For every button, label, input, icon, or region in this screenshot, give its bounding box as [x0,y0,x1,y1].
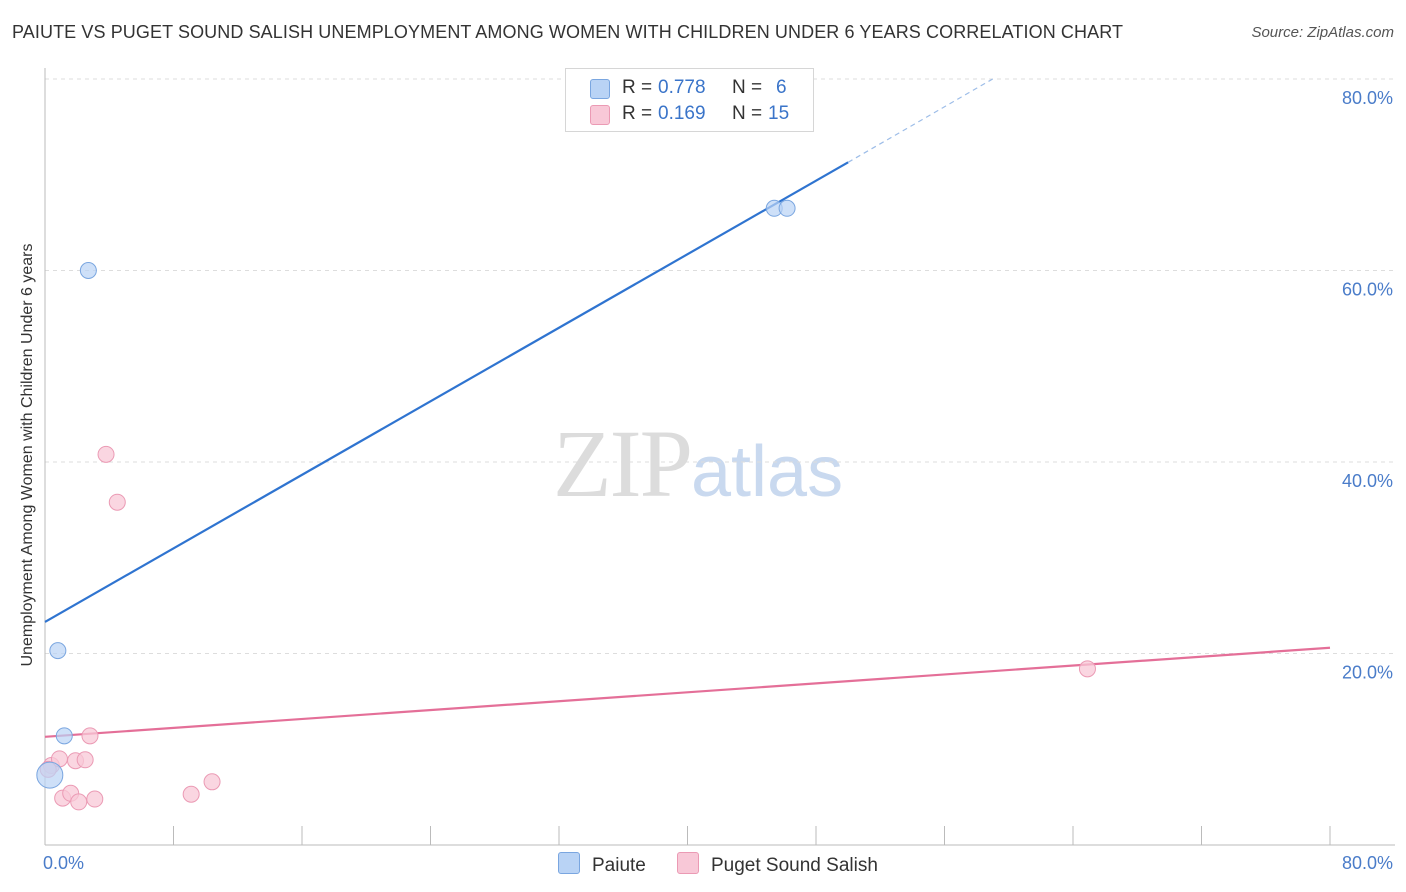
y-tick-label-60: 60.0% [1342,280,1393,300]
x-tick-label-max: 80.0% [1342,853,1393,873]
tick-label-layer: 20.0% 40.0% 60.0% 80.0% 0.0% 80.0% [43,88,1393,873]
paiute-point-0 [36,761,64,789]
salish-point-7 [81,727,99,745]
paiute-r-value: 0.778 [658,77,706,98]
watermark-zip: ZIP [553,410,693,517]
paiute-swatch [590,79,610,99]
watermark-atlas: atlas [691,432,844,512]
y-tick-label-20: 20.0% [1342,663,1393,683]
paiute-trend-extension [847,78,993,163]
salish-point-5 [70,793,88,811]
grid-layer [45,78,1395,654]
source-credit: Source: ZipAtlas.com [1251,24,1394,41]
salish-point-6 [76,751,94,769]
salish-point-8 [86,790,104,808]
paiute-point-3 [79,262,97,279]
trend-layer [44,78,1331,738]
x-tick-label-min: 0.0% [43,853,84,873]
axis-layer [44,68,1395,846]
correlation-legend: R = 0.778 N = 6 R = 0.169 N = 15 [565,68,814,132]
paiute-n-key: N = [732,77,763,98]
salish-n-value: 15 [768,103,790,124]
salish-point-10 [108,493,126,511]
point-layer [36,199,1096,811]
paiute-r-key: R = [622,77,653,98]
salish-r-value: 0.169 [658,103,706,124]
salish-r-key: R = [622,103,653,124]
chart-title: PAIUTE VS PUGET SOUND SALISH UNEMPLOYMEN… [12,22,1124,42]
bottom-legend-paiute: Paiute [558,852,646,877]
salish-trend-line [44,646,1331,738]
paiute-point-5 [778,199,796,217]
paiute-point-2 [55,727,73,745]
paiute-n-value: 6 [776,77,787,98]
salish-point-9 [97,445,115,463]
salish-swatch [590,105,610,125]
salish-point-12 [203,773,221,791]
salish-n-key: N = [732,103,763,124]
paiute-point-1 [49,642,67,660]
bottom-paiute-label: Paiute [592,855,646,876]
bottom-salish-label: Puget Sound Salish [711,855,878,876]
watermark: ZIPatlas [553,408,843,519]
salish-point-11 [182,785,200,803]
paiute-trend-line [44,161,849,623]
bottom-salish-swatch [677,852,699,874]
bottom-legend-salish: Puget Sound Salish [677,852,878,877]
bottom-paiute-swatch [558,852,580,874]
y-tick-label-40: 40.0% [1342,471,1393,491]
salish-point-13 [1078,660,1096,678]
y-tick-label-80: 80.0% [1342,88,1393,108]
